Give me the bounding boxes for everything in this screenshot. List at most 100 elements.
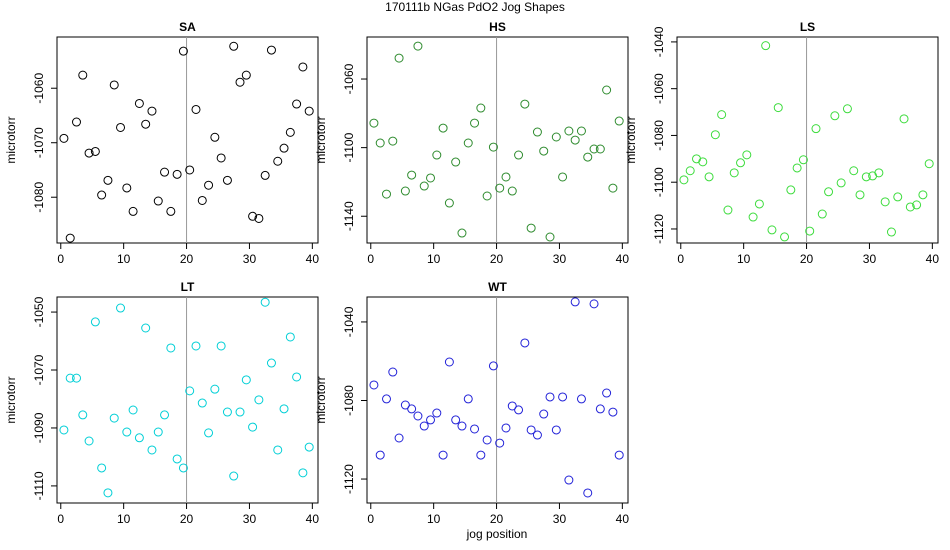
point <box>488 361 498 371</box>
point <box>893 192 903 202</box>
point <box>570 135 580 145</box>
point <box>463 138 473 148</box>
point <box>381 189 391 199</box>
point <box>532 430 542 440</box>
x-tick-label: 0 <box>57 512 64 526</box>
point <box>470 424 480 434</box>
point <box>381 394 391 404</box>
point <box>84 148 94 158</box>
y-tick-label: -1120 <box>652 214 666 244</box>
point <box>501 423 511 433</box>
point <box>558 392 568 402</box>
main-title: 170111b NGas PdO2 Jog Shapes <box>385 0 565 14</box>
point <box>216 341 226 351</box>
y-tick-label: -1080 <box>32 182 46 213</box>
point <box>451 415 461 425</box>
point <box>97 463 107 473</box>
point <box>811 124 821 134</box>
point <box>254 395 264 405</box>
point <box>191 341 201 351</box>
point <box>248 211 258 221</box>
point <box>235 77 245 87</box>
point <box>298 62 308 72</box>
y-axis-label: microtorr <box>4 116 18 163</box>
point <box>97 190 107 200</box>
y-axis-label: microtorr <box>314 376 328 423</box>
point <box>204 180 214 190</box>
panel-title: WT <box>488 280 507 294</box>
point <box>103 175 113 185</box>
point <box>476 450 486 460</box>
point <box>526 425 536 435</box>
point <box>90 317 100 327</box>
point <box>482 435 492 445</box>
point <box>178 463 188 473</box>
point <box>717 110 727 120</box>
point <box>273 156 283 166</box>
point <box>400 186 410 196</box>
x-tick-label: 0 <box>367 512 374 526</box>
y-tick-label: -1140 <box>342 201 356 231</box>
point <box>608 183 618 193</box>
point <box>222 175 232 185</box>
point <box>614 116 624 126</box>
point <box>204 428 214 438</box>
x-tick-label: 0 <box>677 252 684 266</box>
point <box>899 114 909 124</box>
y-tick-label: -1090 <box>32 412 46 443</box>
y-tick-label: -1070 <box>32 354 46 385</box>
point <box>918 190 928 200</box>
point <box>805 226 815 236</box>
point <box>545 392 555 402</box>
point <box>388 136 398 146</box>
point <box>723 205 733 215</box>
point <box>71 117 81 127</box>
point <box>924 159 934 169</box>
x-tick-label: 30 <box>243 252 257 266</box>
point <box>463 394 473 404</box>
point <box>830 111 840 121</box>
point <box>116 303 126 313</box>
point <box>564 475 574 485</box>
point <box>266 358 276 368</box>
point <box>874 168 884 178</box>
point <box>583 488 593 498</box>
point <box>748 212 758 222</box>
point <box>116 122 126 132</box>
point <box>241 375 251 385</box>
point <box>141 323 151 333</box>
y-tick-label: -1120 <box>342 464 356 494</box>
point <box>160 410 170 420</box>
point <box>432 408 442 418</box>
x-tick-label: 30 <box>243 512 257 526</box>
point <box>254 213 264 223</box>
x-tick-label: 40 <box>616 252 630 266</box>
plot-box <box>676 36 939 244</box>
point <box>691 154 701 164</box>
x-tick-label: 40 <box>926 252 940 266</box>
y-tick-label: -1040 <box>342 306 356 337</box>
point <box>576 394 586 404</box>
point <box>292 99 302 109</box>
point <box>185 165 195 175</box>
point <box>526 223 536 233</box>
point <box>141 119 151 129</box>
point <box>153 427 163 437</box>
point <box>495 438 505 448</box>
point <box>134 98 144 108</box>
plot-box <box>366 36 629 244</box>
point <box>608 407 618 417</box>
y-tick-label: -1060 <box>342 63 356 94</box>
point <box>501 172 511 182</box>
point <box>292 372 302 382</box>
point <box>375 450 385 460</box>
point <box>426 173 436 183</box>
point <box>394 433 404 443</box>
y-tick-label: -1110 <box>32 471 46 500</box>
x-tick-label: 20 <box>490 252 504 266</box>
x-tick-label: 30 <box>553 512 567 526</box>
x-tick-label: 40 <box>306 512 320 526</box>
point <box>589 299 599 309</box>
point <box>551 425 561 435</box>
point <box>71 373 81 383</box>
